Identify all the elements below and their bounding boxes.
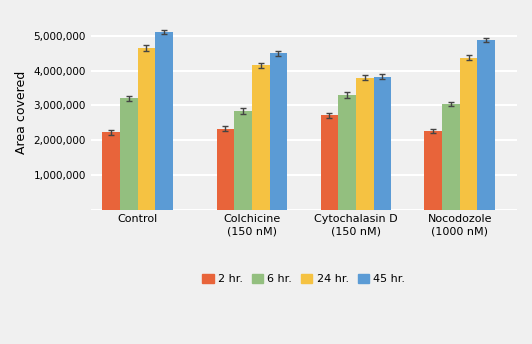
Bar [120, 98, 138, 209]
Bar [373, 76, 391, 209]
Y-axis label: Area covered: Area covered [15, 71, 28, 154]
Bar [356, 77, 373, 209]
Bar [478, 40, 495, 209]
Bar [270, 53, 287, 209]
Bar [442, 104, 460, 209]
Legend: 2 hr., 6 hr., 24 hr., 45 hr.: 2 hr., 6 hr., 24 hr., 45 hr. [198, 270, 410, 289]
Bar [155, 32, 173, 209]
Bar [425, 131, 442, 209]
Bar [102, 132, 120, 209]
Bar [234, 111, 252, 209]
Bar [217, 129, 234, 209]
Bar [460, 58, 478, 209]
Bar [338, 95, 356, 209]
Bar [138, 48, 155, 209]
Bar [320, 115, 338, 209]
Bar [252, 65, 270, 209]
